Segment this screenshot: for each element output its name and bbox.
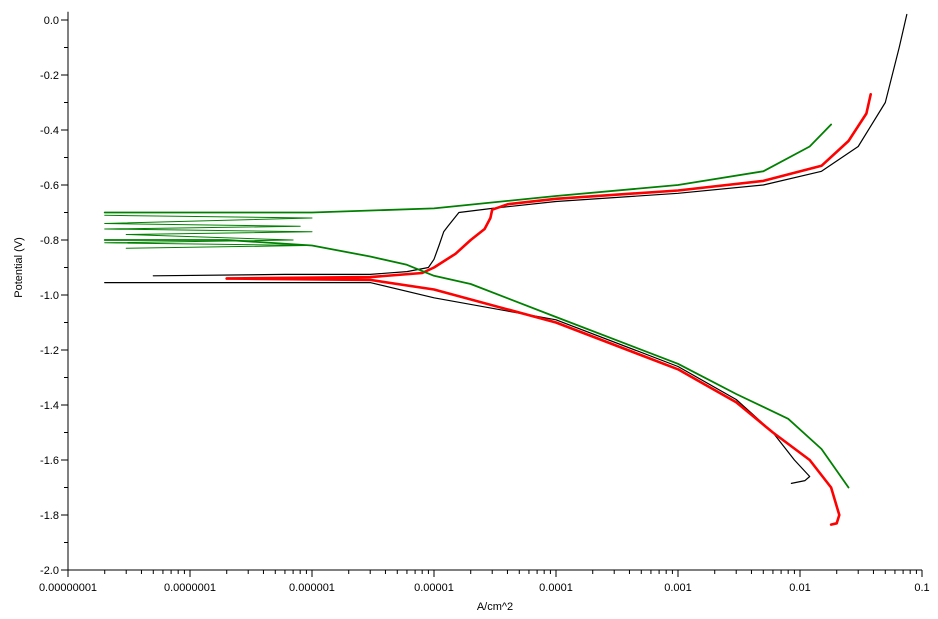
y-tick-label: -1.6: [40, 455, 59, 467]
x-tick-label: 0.000001: [289, 582, 335, 594]
x-tick-label: 0.00001: [414, 582, 454, 594]
red-series-anodic-line: [225, 93, 872, 280]
black-series-anodic-line: [152, 13, 908, 277]
axis-ticks: 0.0 -0.2 -0.4 -0.6 -0.8 -1.0 -1.2 -1.4 -1.6 -1.8 -…: [39, 15, 930, 594]
y-tick-label: -1.8: [40, 510, 59, 522]
y-tick-label: -1.4: [40, 400, 59, 412]
black-series-cathodic-line: [104, 282, 811, 484]
x-tick-label: 0.00000001: [39, 582, 97, 594]
y-tick-label: -0.2: [40, 70, 59, 82]
y-tick-label: -0.6: [40, 180, 59, 192]
plot-area: [103, 13, 908, 526]
y-tick-label: -0.8: [40, 235, 59, 247]
y-tick-label: -1.0: [40, 290, 59, 302]
y-tick-label: 0.0: [44, 15, 59, 27]
x-tick-label: 0.001: [664, 582, 692, 594]
red-series-cathodic-line: [225, 277, 841, 526]
x-tick-label: 0.1: [914, 582, 929, 594]
green-series-cathodic-line: [103, 239, 850, 489]
green-series-noise-line: [104, 214, 313, 249]
x-tick-label: 0.0000001: [164, 582, 216, 594]
y-tick-label: -2.0: [40, 565, 59, 577]
x-tick-label: 0.0001: [539, 582, 573, 594]
y-tick-label: -0.4: [40, 125, 59, 137]
y-tick-label: -1.2: [40, 345, 59, 357]
x-axis-title: A/cm^2: [477, 601, 513, 613]
y-axis-title: Potential (V): [13, 237, 25, 298]
x-tick-label: 0.01: [789, 582, 810, 594]
green-series-anodic-line: [103, 123, 832, 214]
